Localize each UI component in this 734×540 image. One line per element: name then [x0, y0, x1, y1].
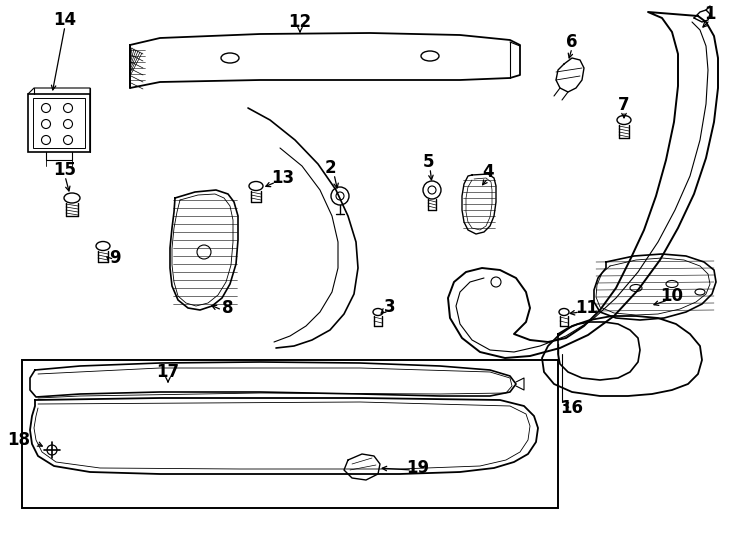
- Text: 8: 8: [222, 299, 233, 317]
- Text: 10: 10: [661, 287, 683, 305]
- Text: 19: 19: [407, 459, 429, 477]
- Text: 7: 7: [618, 96, 630, 114]
- Text: 16: 16: [561, 399, 584, 417]
- Text: 4: 4: [482, 163, 494, 181]
- Text: 14: 14: [54, 11, 76, 29]
- Bar: [22, 360, 558, 508]
- Bar: [28, 94, 90, 152]
- Text: 11: 11: [575, 299, 598, 317]
- Text: 2: 2: [324, 159, 336, 177]
- Bar: [33, 98, 85, 148]
- Text: 18: 18: [7, 431, 30, 449]
- Text: 6: 6: [566, 33, 578, 51]
- Text: 17: 17: [156, 363, 180, 381]
- Text: 5: 5: [422, 153, 434, 171]
- Text: 15: 15: [54, 161, 76, 179]
- Text: 9: 9: [109, 249, 121, 267]
- Text: 3: 3: [384, 298, 396, 316]
- Text: 1: 1: [704, 5, 716, 23]
- Text: 13: 13: [272, 169, 294, 187]
- Text: 12: 12: [288, 13, 311, 31]
